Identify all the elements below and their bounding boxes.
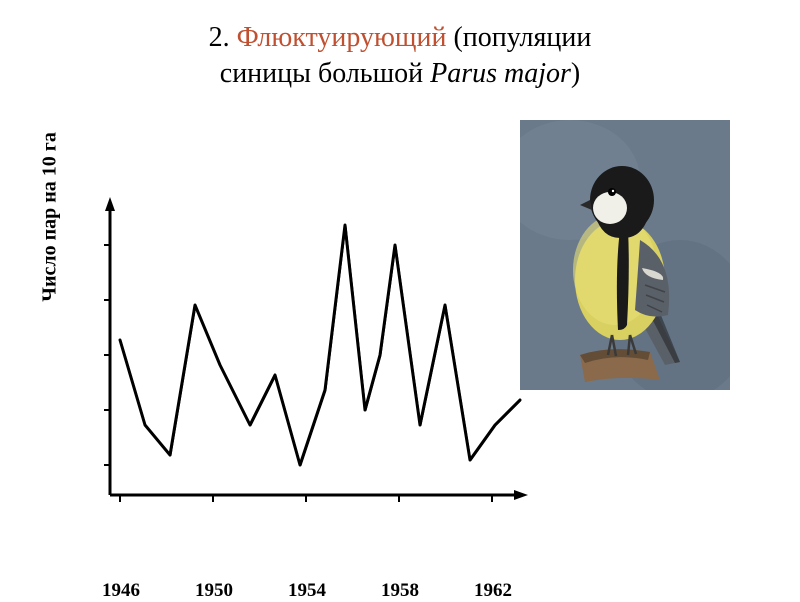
y-axis-label: Число пар на 10 га	[39, 132, 62, 302]
title-line2a: синицы большой	[220, 58, 423, 89]
title-number: 2.	[209, 22, 230, 53]
chart-svg	[100, 175, 560, 555]
x-tick-label: 1950	[195, 580, 233, 602]
slide-title: 2. Флюктуирующий (популяции синицы больш…	[0, 0, 800, 103]
title-species: Parus major	[430, 58, 571, 89]
x-tick-label: 1954	[288, 580, 326, 602]
title-end: )	[571, 58, 580, 89]
x-tick-label: 1946	[102, 580, 140, 602]
bird-illustration	[520, 120, 730, 390]
title-rest: (популяции	[453, 22, 591, 53]
bird-photo	[520, 120, 730, 390]
x-tick-label: 1962	[474, 580, 512, 602]
population-chart: Число пар на 10 га 19461950195419581962	[60, 175, 560, 575]
x-tick-label: 1958	[381, 580, 419, 602]
title-emphasis: Флюктуирующий	[237, 22, 447, 53]
